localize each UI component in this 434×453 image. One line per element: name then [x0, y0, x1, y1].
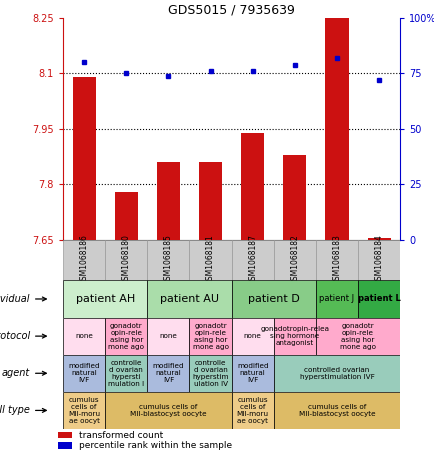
Text: percentile rank within the sample: percentile rank within the sample — [79, 441, 231, 450]
Text: patient D: patient D — [247, 294, 299, 304]
Bar — [63, 318, 105, 355]
Text: GSM1068183: GSM1068183 — [332, 235, 341, 285]
Text: gonadotropin-relea
sing hormone
antagonist: gonadotropin-relea sing hormone antagoni… — [260, 326, 329, 346]
Text: GSM1068187: GSM1068187 — [248, 235, 256, 285]
Text: GSM1068180: GSM1068180 — [122, 235, 131, 285]
Bar — [231, 318, 273, 355]
Text: controlle
d ovarian
hyperstim
ulation IV: controlle d ovarian hyperstim ulation IV — [192, 360, 228, 387]
Bar — [189, 355, 231, 392]
Text: cell type: cell type — [0, 405, 30, 415]
Bar — [115, 192, 138, 240]
Text: patient J: patient J — [319, 294, 354, 304]
Bar — [325, 18, 348, 240]
Text: gonadotr
opin-rele
asing hor
mone ago: gonadotr opin-rele asing hor mone ago — [108, 323, 144, 350]
Text: cumulus
cells of
MII-moru
ae oocyt: cumulus cells of MII-moru ae oocyt — [236, 397, 268, 424]
Bar — [273, 240, 315, 280]
Text: protocol: protocol — [0, 331, 30, 341]
Bar — [357, 240, 399, 280]
Bar — [315, 280, 357, 318]
Text: GSM1068182: GSM1068182 — [289, 235, 299, 285]
Bar — [105, 240, 147, 280]
Text: GSM1068181: GSM1068181 — [206, 235, 214, 285]
Bar — [273, 355, 399, 392]
Bar — [63, 355, 105, 392]
Bar — [58, 443, 72, 448]
Text: modified
natural
IVF: modified natural IVF — [237, 363, 268, 383]
Bar — [147, 240, 189, 280]
Text: agent: agent — [2, 368, 30, 378]
Text: modified
natural
IVF: modified natural IVF — [152, 363, 184, 383]
Bar — [231, 280, 315, 318]
Text: patient AH: patient AH — [76, 294, 135, 304]
Bar — [105, 392, 231, 429]
Bar — [315, 318, 399, 355]
Text: none: none — [243, 333, 261, 339]
Bar — [147, 280, 231, 318]
Bar — [63, 280, 147, 318]
Text: patient L: patient L — [357, 294, 400, 304]
Title: GDS5015 / 7935639: GDS5015 / 7935639 — [168, 4, 294, 17]
Bar — [157, 162, 180, 240]
Text: cumulus cells of
MII-blastocyst oocyte: cumulus cells of MII-blastocyst oocyte — [130, 404, 206, 417]
Bar — [273, 392, 399, 429]
Text: GSM1068185: GSM1068185 — [164, 235, 173, 285]
Bar — [72, 77, 95, 240]
Text: controlle
d ovarian
hypersti
mulation I: controlle d ovarian hypersti mulation I — [108, 360, 144, 387]
Text: modified
natural
IVF: modified natural IVF — [68, 363, 100, 383]
Bar — [105, 318, 147, 355]
Bar — [147, 355, 189, 392]
Text: gonadotr
opin-rele
asing hor
mone ago: gonadotr opin-rele asing hor mone ago — [339, 323, 375, 350]
Bar — [231, 240, 273, 280]
Bar — [357, 280, 399, 318]
Text: controlled ovarian
hyperstimulation IVF: controlled ovarian hyperstimulation IVF — [299, 367, 374, 380]
Bar — [231, 392, 273, 429]
Bar — [63, 392, 105, 429]
Bar — [198, 162, 222, 240]
Bar — [240, 133, 264, 240]
Bar — [315, 240, 357, 280]
Text: gonadotr
opin-rele
asing hor
mone ago: gonadotr opin-rele asing hor mone ago — [192, 323, 228, 350]
Text: transformed count: transformed count — [79, 431, 162, 439]
Text: cumulus cells of
MII-blastocyst oocyte: cumulus cells of MII-blastocyst oocyte — [298, 404, 375, 417]
Text: individual: individual — [0, 294, 30, 304]
Text: none: none — [159, 333, 177, 339]
Bar — [105, 355, 147, 392]
Bar — [58, 432, 72, 438]
Bar — [189, 318, 231, 355]
Bar — [231, 355, 273, 392]
Text: patient AU: patient AU — [160, 294, 218, 304]
Bar — [367, 238, 390, 240]
Text: cumulus
cells of
MII-moru
ae oocyt: cumulus cells of MII-moru ae oocyt — [68, 397, 100, 424]
Text: GSM1068186: GSM1068186 — [79, 235, 89, 285]
Bar — [283, 155, 306, 240]
Bar — [189, 240, 231, 280]
Text: none: none — [75, 333, 93, 339]
Bar — [273, 318, 315, 355]
Bar — [63, 240, 105, 280]
Bar — [147, 318, 189, 355]
Text: GSM1068184: GSM1068184 — [374, 235, 383, 285]
